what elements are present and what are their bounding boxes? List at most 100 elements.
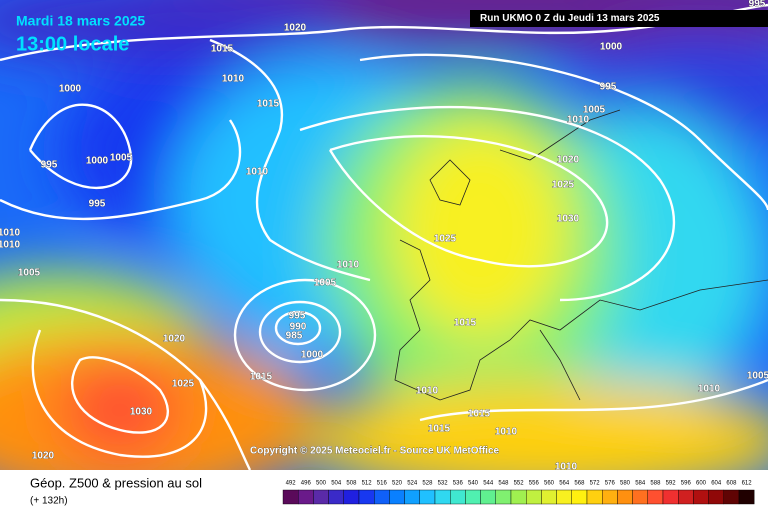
isobar-label: 1015 <box>454 318 477 329</box>
isobar-label: 990 <box>290 322 307 333</box>
legend-swatch <box>632 489 648 505</box>
legend-swatch <box>723 489 740 505</box>
isobar-label: 1030 <box>557 214 580 225</box>
legend-level: 536 <box>453 481 464 487</box>
isobar-labels: 1020101510101015100010051000995995101010… <box>0 0 768 473</box>
forecast-time: 13:00 locale <box>16 33 129 55</box>
forecast-date: Mardi 18 mars 2025 <box>16 13 145 29</box>
footer-lead: (+ 132h) <box>30 496 68 507</box>
legend-level: 492 <box>286 481 297 487</box>
isobar-label: 1020 <box>32 451 55 462</box>
copyright: Copyright © 2025 Meteociel.fr - Source U… <box>250 446 500 457</box>
isobars <box>0 3 768 470</box>
legend-swatch <box>586 489 603 505</box>
legend-level: 584 <box>635 481 646 487</box>
legend-level: 532 <box>438 481 449 487</box>
legend-swatch <box>343 489 360 505</box>
legend-level: 496 <box>301 481 312 487</box>
legend-swatch <box>328 489 345 505</box>
legend-level: 604 <box>711 481 722 487</box>
isobar-label: 995 <box>41 160 58 171</box>
legend-swatch <box>738 489 755 505</box>
legend-level: 520 <box>392 481 403 487</box>
legend-swatch <box>541 489 557 505</box>
legend-swatch <box>282 489 299 505</box>
legend-swatch <box>389 489 405 505</box>
legend-level: 524 <box>407 481 418 487</box>
legend-level: 588 <box>650 481 661 487</box>
isobar-label: 995 <box>289 311 306 322</box>
legend-level: 576 <box>605 481 616 487</box>
legend-swatch <box>465 489 481 505</box>
isobar-label: 1010 <box>555 462 578 473</box>
isobar-label: 995 <box>600 82 617 93</box>
legend-level: 556 <box>529 481 540 487</box>
legend-level: 508 <box>346 481 357 487</box>
legend-swatch <box>602 489 618 505</box>
legend-swatch <box>662 489 679 505</box>
footer-title: Géop. Z500 & pression au sol <box>30 475 202 490</box>
legend-swatch <box>404 489 421 505</box>
legend-level: 528 <box>422 481 433 487</box>
legend-level: 612 <box>742 481 753 487</box>
isobar-label: 1005 <box>583 105 606 116</box>
run-info: Run UKMO 0 Z du Jeudi 13 mars 2025 <box>480 13 660 24</box>
legend-swatch <box>510 489 527 505</box>
legend-swatch <box>571 489 588 505</box>
legend-level: 580 <box>620 481 631 487</box>
isobar-label: 1020 <box>163 334 186 345</box>
legend-level: 500 <box>316 481 327 487</box>
isobar-label: 1005 <box>747 371 768 382</box>
isobar-label: 1005 <box>18 268 41 279</box>
legend-swatch <box>313 489 329 505</box>
legend-swatch <box>556 489 572 505</box>
isobar-label: 1010 <box>416 386 439 397</box>
isobar-label: 1030 <box>130 407 153 418</box>
isobar-label: 1010 <box>246 167 269 178</box>
isobar-label: 1010 <box>222 74 245 85</box>
legend-swatch <box>358 489 375 505</box>
legend-level: 516 <box>377 481 388 487</box>
isobar-label: 1010 <box>567 115 590 126</box>
isobar-label: 1025 <box>434 234 457 245</box>
legend-swatch <box>526 489 542 505</box>
legend-swatch <box>298 489 314 505</box>
isobar-label: 1015 <box>428 424 451 435</box>
legend-level: 572 <box>590 481 601 487</box>
isobar-label: 1005 <box>314 278 337 289</box>
isobar-label: 1015 <box>211 44 234 55</box>
legend-level: 560 <box>544 481 555 487</box>
isobar-label: 1010 <box>0 240 21 251</box>
isobar-label: 995 <box>89 199 106 210</box>
isobar-label: 1015 <box>257 99 280 110</box>
isobar-label: 1010 <box>0 228 21 239</box>
isobar-label: 1020 <box>284 23 307 34</box>
legend-level: 564 <box>559 481 570 487</box>
isobar-label: 1015 <box>250 372 273 383</box>
legend-level: 592 <box>666 481 677 487</box>
isobar-label: 1025 <box>552 180 575 191</box>
legend-level: 548 <box>498 481 509 487</box>
legend-swatch <box>693 489 709 505</box>
legend-swatch <box>419 489 436 505</box>
legend-swatch <box>708 489 724 505</box>
isobar-label: 1010 <box>495 427 518 438</box>
isobar-label: 1000 <box>600 42 623 53</box>
legend-level: 544 <box>483 481 494 487</box>
legend-swatch <box>374 489 390 505</box>
legend-level: 540 <box>468 481 479 487</box>
isobar-label: 995 <box>749 0 766 10</box>
isobar-label: 1000 <box>59 84 82 95</box>
run-box <box>470 10 768 27</box>
isobar-label: 1010 <box>698 384 721 395</box>
legend-level: 568 <box>574 481 585 487</box>
legend-level: 600 <box>696 481 707 487</box>
legend-level: 552 <box>514 481 525 487</box>
legend-swatch <box>617 489 633 505</box>
legend-swatch <box>434 489 451 505</box>
color-legend: 492 496 500 504 508 512 516 520 524 528 532 536 540 5… <box>282 481 755 505</box>
legend-level: 512 <box>362 481 373 487</box>
isobar-label: 1000 <box>301 350 324 361</box>
legend-swatch <box>450 489 466 505</box>
